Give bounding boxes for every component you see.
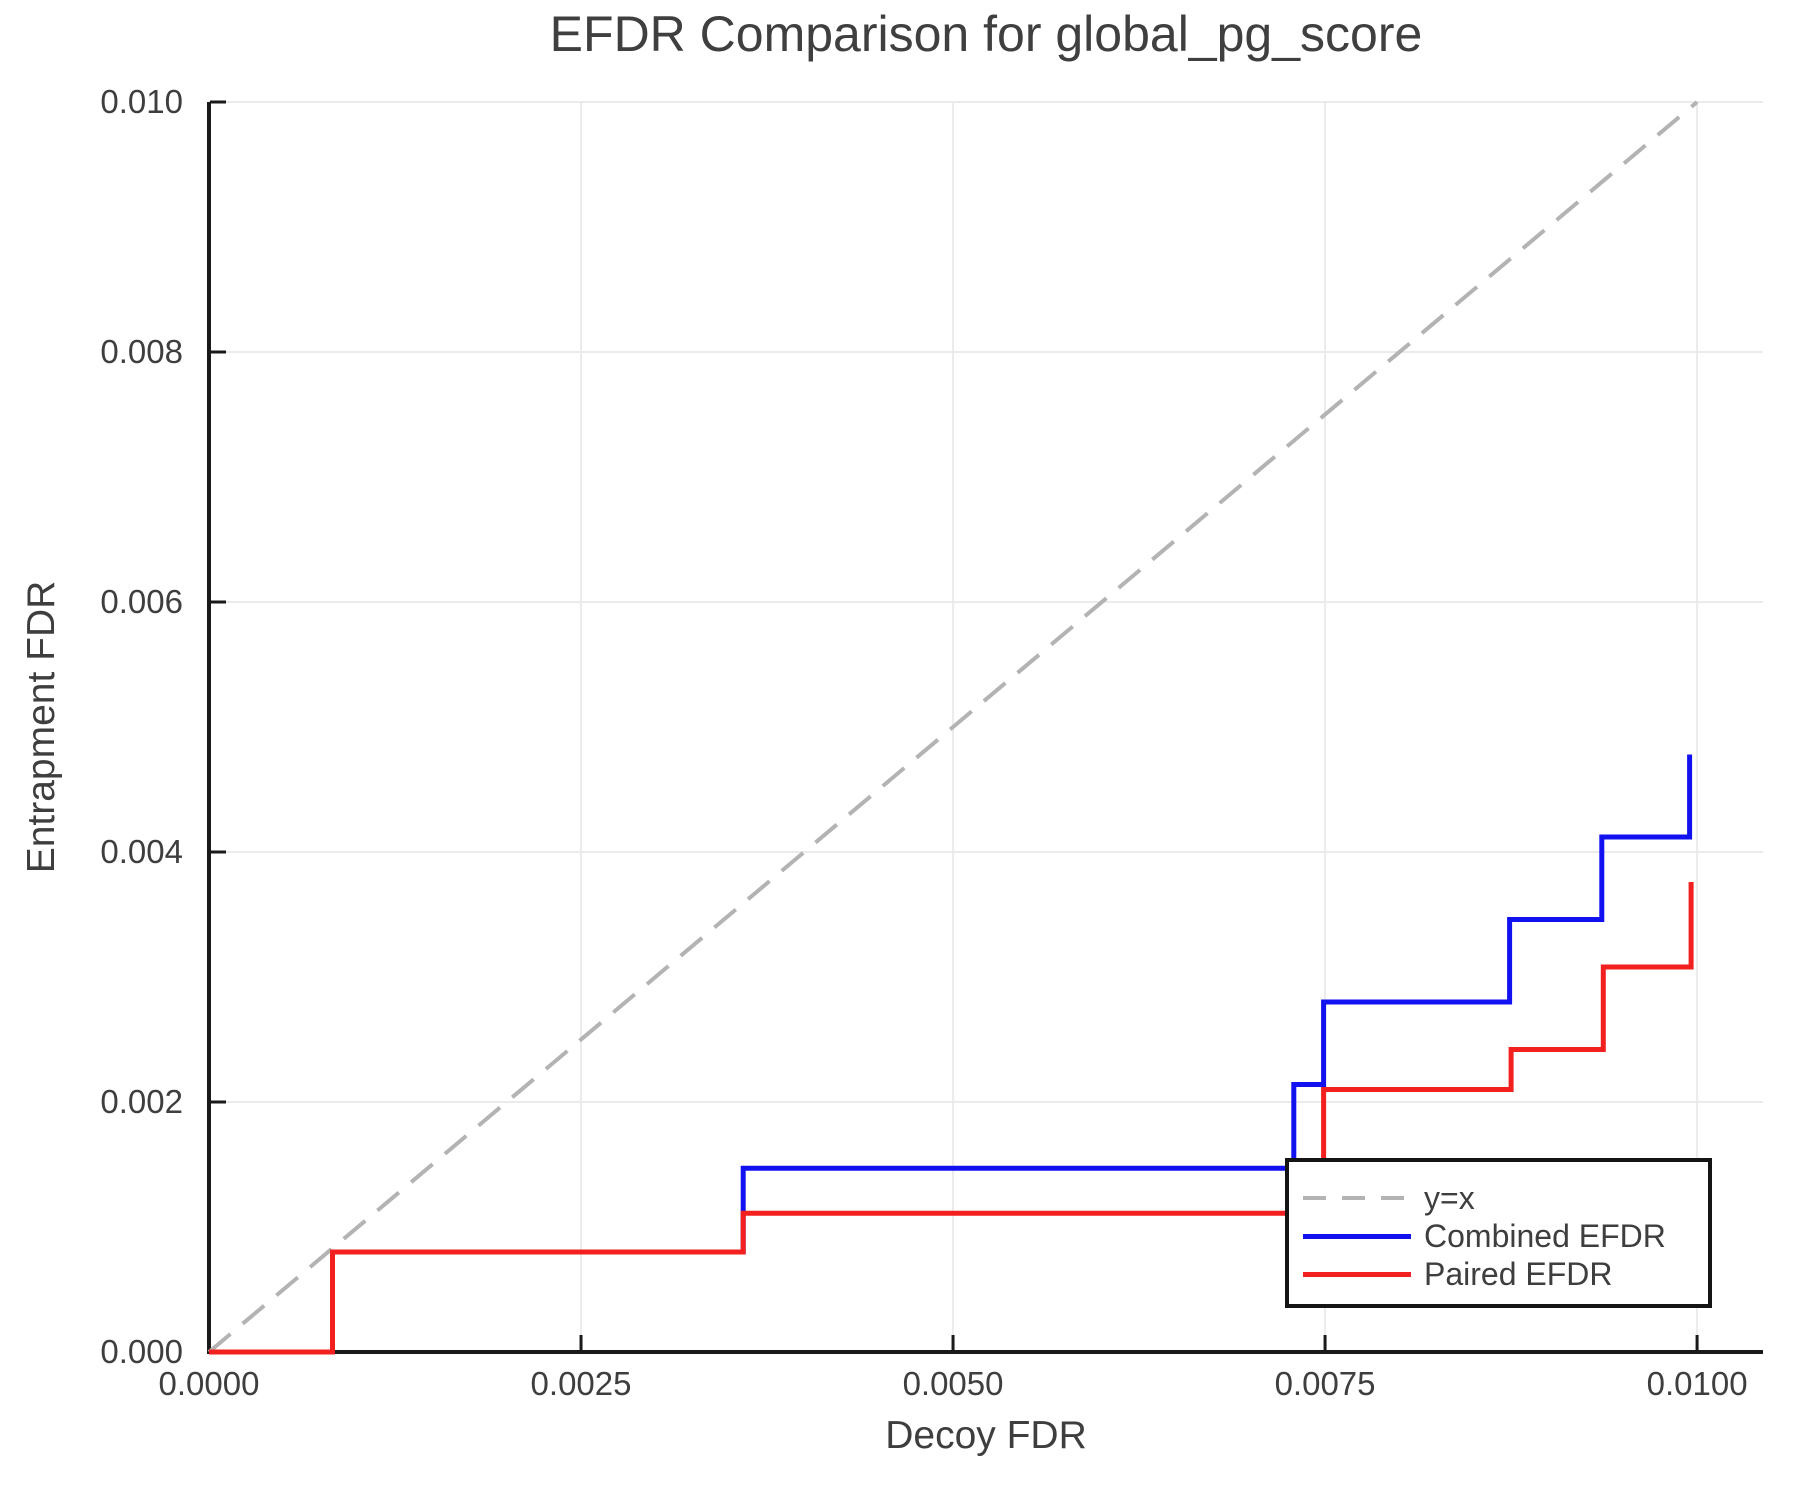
y-tick-label: 0.002 (100, 1083, 183, 1120)
legend: y=x Combined EFDR Paired EFDR (1285, 1158, 1712, 1308)
y-tick-label: 0.010 (100, 83, 183, 120)
dashed-line-sample (1303, 1196, 1411, 1200)
y-x-line (207, 100, 1699, 1354)
legend-item-paired-efdr: Paired EFDR (1303, 1255, 1708, 1293)
chart-title: EFDR Comparison for global_pg_score (549, 6, 1423, 62)
y-tick-label: 0.006 (100, 583, 183, 620)
x-tick-label: 0.0100 (1646, 1365, 1748, 1402)
legend-label: Paired EFDR (1424, 1256, 1613, 1292)
y-tick-label: 0.004 (100, 833, 183, 870)
paired-efdr-line (209, 882, 1694, 1355)
x-tick-label: 0.0025 (530, 1365, 632, 1402)
red-line-sample (1303, 1271, 1411, 1277)
blue-line-sample (1303, 1233, 1411, 1239)
x-tick-label: 0.0050 (902, 1365, 1004, 1402)
legend-label: y=x (1424, 1180, 1475, 1216)
x-tick-label: 0.0075 (1274, 1365, 1376, 1402)
y-axis-label: Entrapment FDR (20, 580, 63, 874)
x-tick-label: 0.0000 (158, 1365, 260, 1402)
legend-label: Combined EFDR (1424, 1218, 1666, 1254)
y-tick-label: 0.008 (100, 333, 183, 370)
legend-item-y-equals-x: y=x (1303, 1179, 1708, 1217)
x-axis-label: Decoy FDR (885, 1414, 1087, 1457)
legend-item-combined-efdr: Combined EFDR (1303, 1217, 1708, 1255)
y-tick-label: 0.000 (100, 1333, 183, 1370)
